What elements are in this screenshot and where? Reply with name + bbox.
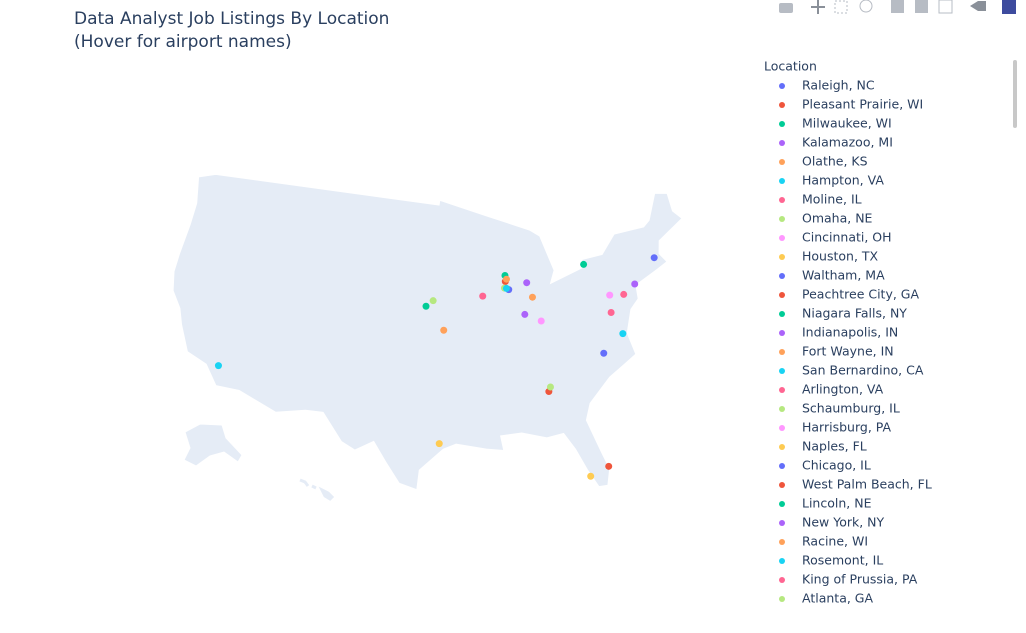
location-point[interactable] [523,279,531,287]
legend-label[interactable]: Raleigh, NC [802,78,875,93]
legend-label[interactable]: Olathe, KS [802,154,868,169]
legend-marker[interactable] [779,520,785,526]
legend-marker[interactable] [779,577,785,583]
location-point[interactable] [605,462,613,470]
chart-title: Data Analyst Job Listings By Location [74,9,389,29]
chart-subtitle: (Hover for airport names) [74,32,292,52]
map [172,173,683,501]
legend-label[interactable]: Houston, TX [802,249,879,264]
location-point[interactable] [580,260,588,268]
location-point[interactable] [650,254,658,262]
legend-marker[interactable] [779,482,785,488]
location-point[interactable] [521,310,529,318]
plotly-logo[interactable] [1002,0,1016,14]
legend-label[interactable]: Harrisburg, PA [802,420,891,435]
location-point[interactable] [620,290,628,298]
location-point[interactable] [435,440,443,448]
location-point[interactable] [607,308,615,316]
legend-marker[interactable] [779,444,785,450]
legend-label[interactable]: Niagara Falls, NY [802,306,907,321]
legend-label[interactable]: Schaumburg, IL [802,401,900,416]
location-point[interactable] [502,284,510,292]
modebar [779,0,1016,14]
legend-label[interactable]: Indianapolis, IN [802,325,898,340]
legend-marker[interactable] [779,596,785,602]
legend-label[interactable]: Omaha, NE [802,211,873,226]
legend-label[interactable]: New York, NY [802,515,885,530]
legend-marker[interactable] [779,501,785,507]
legend-marker[interactable] [779,463,785,469]
location-point[interactable] [214,362,222,370]
location-point[interactable] [619,330,627,338]
legend-label[interactable]: Fort Wayne, IN [802,344,894,359]
legend-marker[interactable] [779,349,785,355]
legend-marker[interactable] [779,539,785,545]
legend-label[interactable]: Rosemont, IL [802,553,883,568]
legend-marker[interactable] [779,425,785,431]
legend-label[interactable]: Chicago, IL [802,458,871,473]
legend-marker[interactable] [779,140,785,146]
location-point[interactable] [537,317,545,325]
legend-marker[interactable] [779,235,785,241]
select-icon[interactable] [834,0,848,14]
legend-marker[interactable] [779,330,785,336]
legend-label[interactable]: Waltham, MA [802,268,885,283]
legend-label[interactable]: Milwaukee, WI [802,116,892,131]
legend-title: Location [764,59,817,74]
legend-label[interactable]: Lincoln, NE [802,496,872,511]
zoom-in-icon[interactable] [891,0,904,13]
location-point[interactable] [502,275,510,283]
location-point[interactable] [587,472,595,480]
location-point[interactable] [546,383,554,391]
legend-marker[interactable] [779,387,785,393]
location-point[interactable] [600,349,608,357]
legend-label[interactable]: Naples, FL [802,439,867,454]
legend-label[interactable]: Moline, IL [802,192,862,207]
legend-marker[interactable] [779,368,785,374]
legend-marker[interactable] [779,273,785,279]
legend-label[interactable]: Kalamazoo, MI [802,135,893,150]
legend-label[interactable]: Arlington, VA [802,382,884,397]
alaska [183,423,243,467]
legend-marker[interactable] [779,197,785,203]
legend-marker[interactable] [779,178,785,184]
legend-label[interactable]: Cincinnati, OH [802,230,892,245]
hawaii [299,478,335,501]
legend-marker[interactable] [779,121,785,127]
legend-marker[interactable] [779,311,785,317]
us-land [172,173,683,491]
legend-label[interactable]: Pleasant Prairie, WI [802,97,923,112]
legend-label[interactable]: West Palm Beach, FL [802,477,932,492]
location-point[interactable] [528,293,536,301]
location-point[interactable] [440,326,448,334]
pan-icon[interactable] [811,0,825,14]
legend-label[interactable]: Racine, WI [802,534,868,549]
legend-marker[interactable] [779,159,785,165]
location-point[interactable] [429,297,437,305]
lasso-icon[interactable] [859,0,873,13]
location-point[interactable] [479,292,487,300]
location-point[interactable] [422,302,430,310]
legend-marker[interactable] [779,292,785,298]
reset-icon[interactable] [938,0,953,14]
legend-marker[interactable] [779,216,785,222]
legend-marker[interactable] [779,102,785,108]
legend-marker[interactable] [779,558,785,564]
scrollbar[interactable] [1013,60,1017,128]
legend-label[interactable]: Hampton, VA [802,173,884,188]
legend-marker[interactable] [779,254,785,260]
camera-icon[interactable] [779,3,793,13]
legend-marker[interactable] [779,83,785,89]
hover-icon[interactable] [970,1,986,11]
legend-label[interactable]: Atlanta, GA [802,591,873,606]
legend-label[interactable]: San Bernardino, CA [802,363,924,378]
location-point[interactable] [631,280,639,288]
legend-marker[interactable] [779,406,785,412]
location-point[interactable] [606,291,614,299]
legend-label[interactable]: King of Prussia, PA [802,572,918,587]
legend-label[interactable]: Peachtree City, GA [802,287,919,302]
zoom-out-icon[interactable] [915,0,928,13]
